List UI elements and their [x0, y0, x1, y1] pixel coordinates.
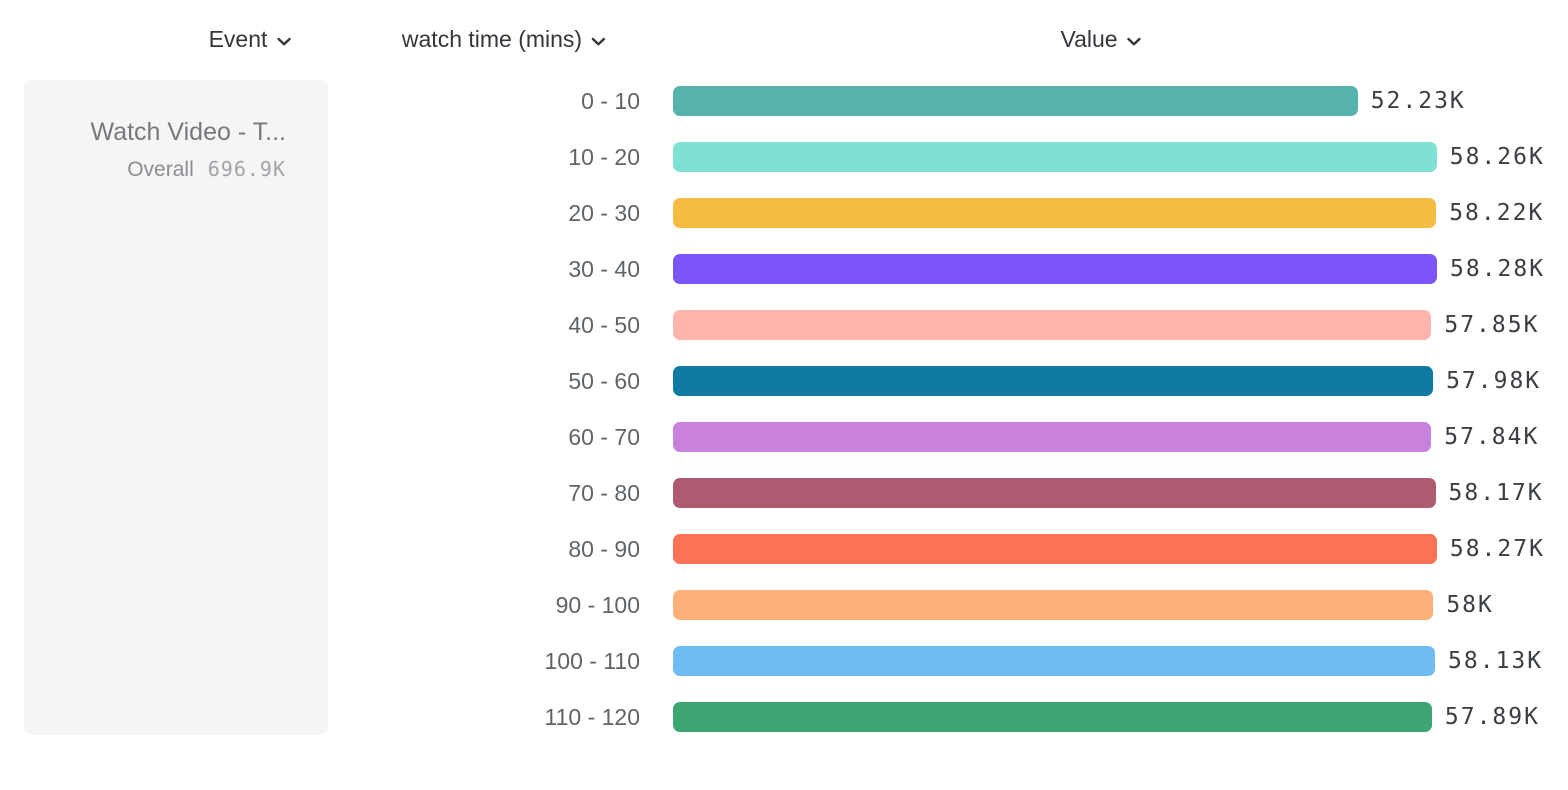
value-label: 58.28K	[1450, 256, 1546, 282]
chart-row: 90 - 100 58K	[0, 577, 1568, 633]
value-label: 58.13K	[1448, 648, 1544, 674]
value-label: 58.17K	[1448, 480, 1544, 506]
bar-chart: 0 - 10 52.23K 10 - 20 58.26K 20 - 30 58.22K 30…	[0, 73, 1568, 745]
chevron-down-icon	[1127, 26, 1142, 53]
chart-row: 40 - 50 57.85K	[0, 297, 1568, 353]
bar-segment[interactable]	[673, 478, 1436, 508]
breakdown-column-dropdown[interactable]: watch time (mins)	[402, 26, 606, 53]
chart-row: 30 - 40 58.28K	[0, 241, 1568, 297]
chart-row: 60 - 70 57.84K	[0, 409, 1568, 465]
chevron-down-icon	[276, 26, 291, 53]
value-label: 57.89K	[1444, 704, 1540, 730]
category-label: 0 - 10	[581, 87, 640, 114]
bar-segment[interactable]	[673, 422, 1432, 452]
chart-row: 100 - 110 58.13K	[0, 633, 1568, 689]
event-legend-panel[interactable]: Watch Video - T... Overall 696.9K	[24, 80, 328, 735]
category-label: 70 - 80	[568, 479, 640, 506]
bar-segment[interactable]	[673, 254, 1437, 284]
value-column-label: Value	[1060, 26, 1118, 52]
overall-row: Overall 696.9K	[44, 157, 286, 182]
bar-segment[interactable]	[673, 590, 1434, 620]
chart-row: 0 - 10 52.23K	[0, 73, 1568, 129]
chart-row: 110 - 120 57.89K	[0, 689, 1568, 745]
value-column-dropdown[interactable]: Value	[1060, 26, 1141, 53]
event-column-label: Event	[208, 26, 268, 52]
bar-segment[interactable]	[673, 646, 1436, 676]
bar-segment[interactable]	[673, 310, 1432, 340]
chart-row: 50 - 60 57.98K	[0, 353, 1568, 409]
value-label: 57.98K	[1446, 368, 1542, 394]
category-label: 40 - 50	[568, 311, 640, 338]
category-label: 110 - 120	[544, 703, 640, 730]
chart-row: 20 - 30 58.22K	[0, 185, 1568, 241]
overall-label: Overall	[127, 157, 194, 181]
chart-row: 80 - 90 58.27K	[0, 521, 1568, 577]
category-label: 60 - 70	[568, 423, 640, 450]
bar-segment[interactable]	[673, 198, 1437, 228]
chevron-down-icon	[591, 26, 606, 53]
value-label: 58.22K	[1449, 200, 1545, 226]
breakdown-column-label: watch time (mins)	[401, 26, 583, 52]
value-label: 58.26K	[1449, 144, 1545, 170]
bar-segment[interactable]	[673, 366, 1434, 396]
bar-segment[interactable]	[673, 142, 1437, 172]
event-name-label: Watch Video - T...	[90, 118, 286, 146]
chart-row: 70 - 80 58.17K	[0, 465, 1568, 521]
category-label: 90 - 100	[555, 591, 640, 618]
category-label: 10 - 20	[568, 143, 640, 170]
value-label: 52.23K	[1370, 88, 1466, 114]
category-label: 50 - 60	[568, 367, 640, 394]
chart-row: 10 - 20 58.26K	[0, 129, 1568, 185]
value-label: 57.85K	[1444, 312, 1540, 338]
category-label: 20 - 30	[568, 199, 640, 226]
bar-segment[interactable]	[673, 86, 1358, 116]
category-label: 100 - 110	[544, 647, 640, 674]
overall-value: 696.9K	[207, 156, 286, 181]
bar-segment[interactable]	[673, 702, 1432, 732]
event-column-dropdown[interactable]: Event	[209, 26, 292, 53]
category-label: 80 - 90	[568, 535, 640, 562]
value-label: 58K	[1446, 592, 1494, 618]
category-label: 30 - 40	[568, 255, 640, 282]
value-label: 58.27K	[1449, 536, 1545, 562]
value-label: 57.84K	[1444, 424, 1540, 450]
bar-segment[interactable]	[673, 534, 1437, 564]
